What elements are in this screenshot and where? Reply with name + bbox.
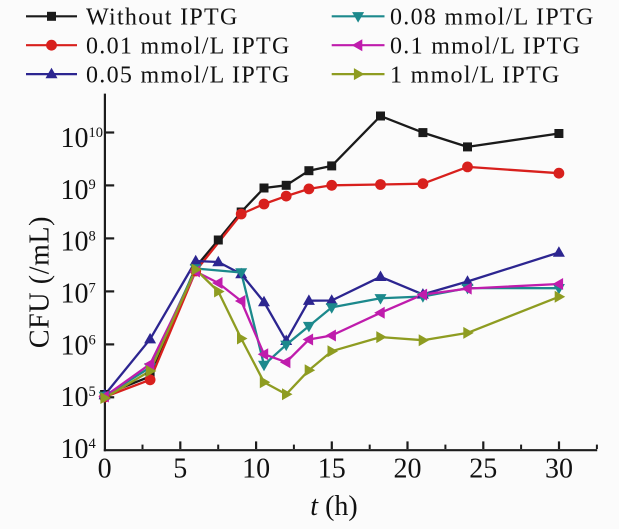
svg-text:5: 5 <box>173 454 187 485</box>
svg-text:Without IPTG: Without IPTG <box>86 5 239 31</box>
svg-text:0.1 mmol/L IPTG: 0.1 mmol/L IPTG <box>390 34 581 60</box>
svg-text:20: 20 <box>394 454 422 485</box>
svg-text:t (h): t (h) <box>310 491 357 522</box>
svg-text:1 mmol/L IPTG: 1 mmol/L IPTG <box>390 62 561 88</box>
svg-text:15: 15 <box>318 454 346 485</box>
svg-text:30: 30 <box>545 454 573 485</box>
svg-text:0: 0 <box>98 454 112 485</box>
svg-text:10: 10 <box>242 454 270 485</box>
svg-text:0.01 mmol/L IPTG: 0.01 mmol/L IPTG <box>86 34 291 60</box>
svg-text:0.08 mmol/L IPTG: 0.08 mmol/L IPTG <box>390 5 595 31</box>
svg-text:0.05 mmol/L IPTG: 0.05 mmol/L IPTG <box>86 62 291 88</box>
svg-text:CFU (/mL): CFU (/mL) <box>25 216 56 348</box>
svg-text:25: 25 <box>469 454 497 485</box>
